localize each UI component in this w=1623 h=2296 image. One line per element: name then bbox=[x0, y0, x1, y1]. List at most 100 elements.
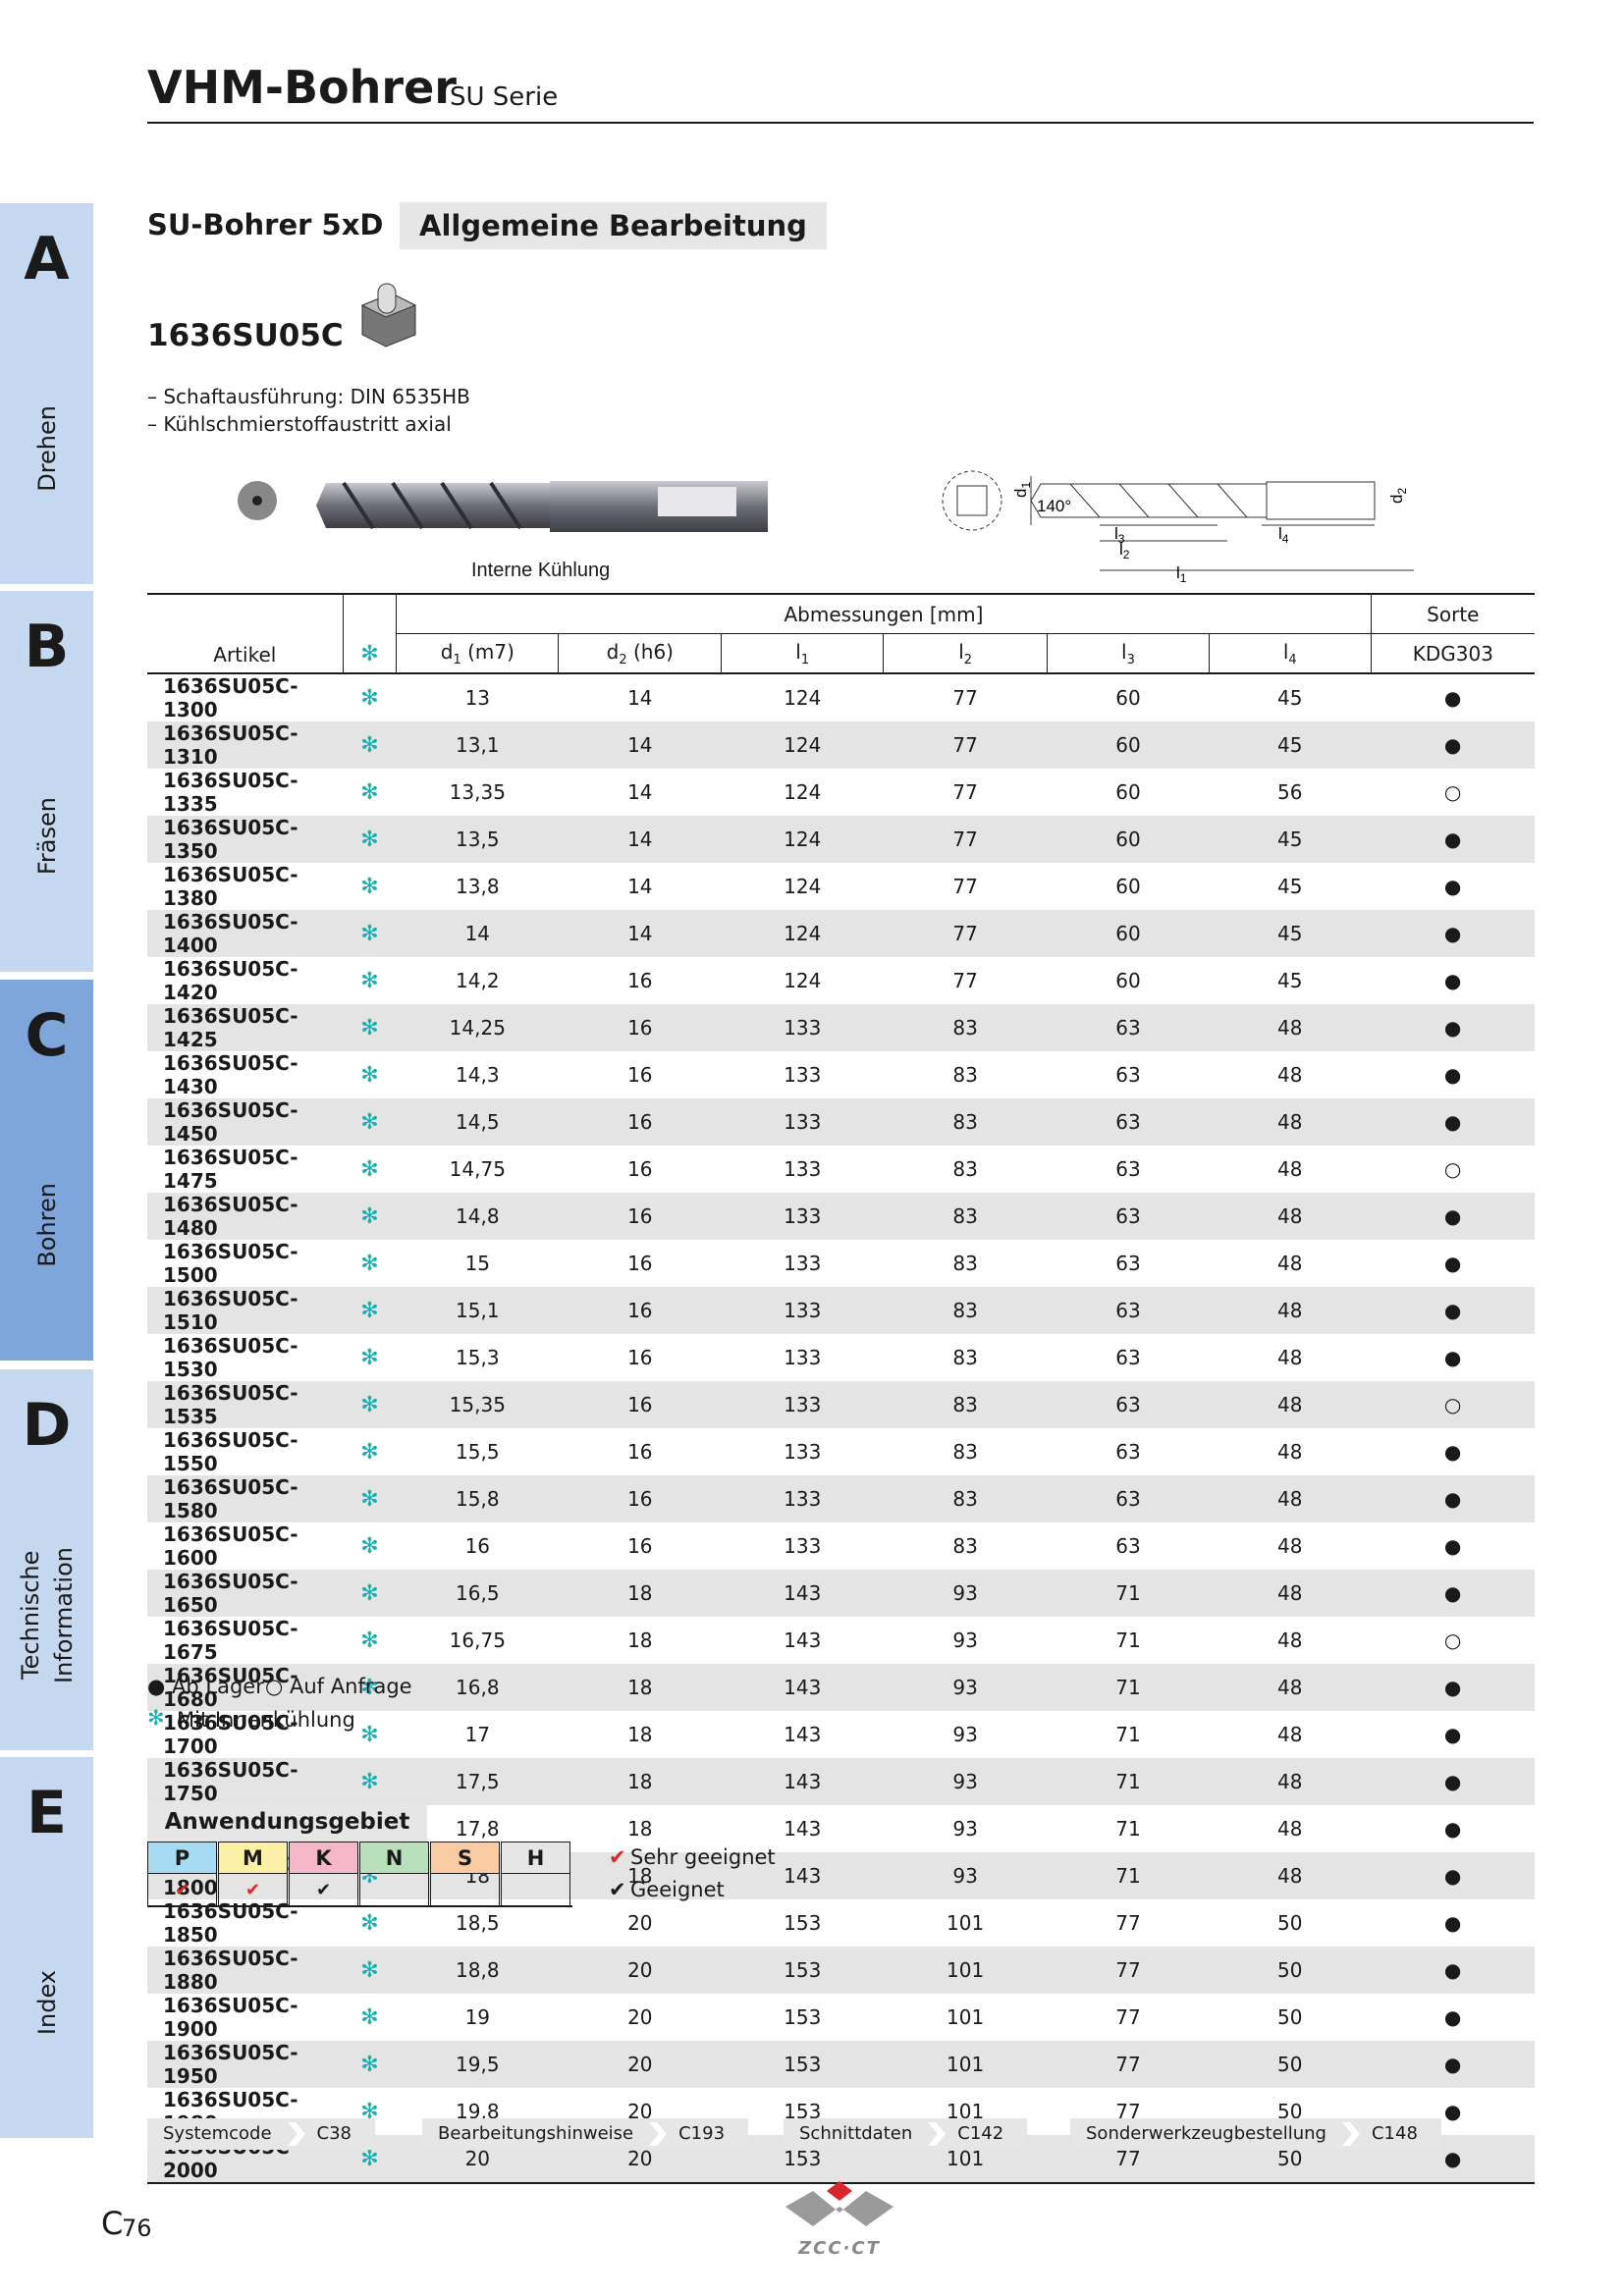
table-cell: 45 bbox=[1209, 721, 1372, 769]
title-rule bbox=[147, 122, 1534, 124]
table-cell: 15,3 bbox=[456, 1346, 500, 1369]
table-cell: 77 bbox=[883, 910, 1048, 957]
table-row: 1636SU05C-1400 ✻ 14 14 124 77 60 45 ● bbox=[147, 910, 1535, 957]
cross-reference[interactable]: Systemcode C38 bbox=[147, 2118, 376, 2150]
side-tab: D Technische Information bbox=[0, 1369, 93, 1750]
table-cell: 124 bbox=[784, 875, 822, 898]
cross-reference[interactable]: Schnittdaten C142 bbox=[784, 2118, 1028, 2150]
coolant-icon: ✻ bbox=[343, 1947, 397, 1994]
coolant-icon: ✻ bbox=[360, 1251, 379, 1276]
table-cell: 71 bbox=[1047, 1570, 1210, 1617]
table-cell: 133 bbox=[784, 1346, 822, 1369]
table-cell: 17,8 bbox=[456, 1817, 500, 1841]
coolant-icon: ✻ bbox=[343, 1381, 397, 1428]
article-cell: 1636SU05C-1550 bbox=[163, 1428, 298, 1475]
table-row: 1636SU05C-1500 ✻ 15 16 133 83 63 48 ● bbox=[147, 1240, 1535, 1287]
table-cell: 153 bbox=[784, 2005, 822, 2029]
drawing-label-text: 140° bbox=[1037, 497, 1071, 515]
table-cell: 83 bbox=[952, 1063, 978, 1087]
table-cell: 77 bbox=[952, 686, 978, 710]
table-cell: 16 bbox=[558, 1193, 722, 1240]
header-cell: l3 bbox=[1047, 633, 1210, 674]
article-cell: 1636SU05C-1700 bbox=[163, 1711, 298, 1758]
material-code: S bbox=[430, 1842, 500, 1874]
arrow-shape bbox=[287, 2122, 305, 2146]
table-cell: 16 bbox=[464, 1534, 491, 1558]
table-cell: 48 bbox=[1209, 1570, 1372, 1617]
table-row: 1636SU05C-1335 ✻ 13,35 14 124 77 60 56 ○ bbox=[147, 769, 1535, 816]
table-cell: 14 bbox=[627, 875, 653, 898]
coolant-icon: ✻ bbox=[360, 1910, 379, 1936]
drawing-label-sub: 2 bbox=[1395, 488, 1409, 495]
article-cell: 1636SU05C-1530 bbox=[163, 1334, 298, 1381]
article-cell: 1636SU05C-1900 bbox=[163, 1994, 298, 2041]
table-cell: 63 bbox=[1115, 1157, 1141, 1181]
article-cell: 1636SU05C-1300 bbox=[163, 674, 298, 721]
table-cell: 48 bbox=[1209, 1004, 1372, 1051]
tab-label-text: Drehen bbox=[30, 405, 64, 492]
reference-label: Bearbeitungshinweise bbox=[438, 2123, 634, 2144]
table-row: 1636SU05C-1550 ✻ 15,5 16 133 83 63 48 ● bbox=[147, 1428, 1535, 1475]
table-row: 1636SU05C-1425 ✻ 14,25 16 133 83 63 48 ● bbox=[147, 1004, 1535, 1051]
coolant-icon: ✻ bbox=[343, 816, 397, 863]
cross-reference[interactable]: Bearbeitungshinweise C193 bbox=[422, 2118, 749, 2150]
article-cell: 1636SU05C-1380 bbox=[163, 863, 298, 910]
drawing-label-text: d bbox=[1011, 489, 1030, 498]
table-cell: 77 bbox=[952, 780, 978, 804]
column-header-sub: 3 bbox=[1126, 652, 1135, 667]
table-cell: 13,1 bbox=[396, 721, 559, 769]
coolant-icon: ✻ bbox=[343, 1758, 397, 1805]
cross-reference[interactable]: Sonderwerkzeugbestellung C148 bbox=[1070, 2118, 1441, 2150]
tab-label: Technische Information bbox=[0, 1507, 93, 1723]
table-cell: 14,75 bbox=[449, 1157, 506, 1181]
tab-label: Bohren bbox=[0, 1117, 93, 1333]
table-cell: 48 bbox=[1277, 1629, 1303, 1652]
table-cell: 124 bbox=[721, 721, 884, 769]
tab-label: Drehen bbox=[0, 341, 93, 557]
table-cell: ● bbox=[1443, 686, 1462, 710]
table-cell: 83 bbox=[952, 1534, 978, 1558]
table-cell: ● bbox=[1371, 1193, 1535, 1240]
table-cell: 13,35 bbox=[449, 780, 506, 804]
table-cell: 63 bbox=[1047, 1004, 1210, 1051]
table-cell: 143 bbox=[784, 1629, 822, 1652]
table-cell: 77 bbox=[1047, 1947, 1210, 1994]
column-header: l bbox=[795, 639, 801, 664]
header-row: Artikel ✻ Abmessungen [mm] Sorte bbox=[147, 593, 1535, 674]
article-cell: 1636SU05C-1600 bbox=[163, 1522, 298, 1570]
table-row: 1636SU05C-1850 ✻ 18,5 20 153 101 77 50 ● bbox=[147, 1899, 1535, 1947]
table-cell: 153 bbox=[721, 2041, 884, 2088]
table-cell: ● bbox=[1443, 969, 1462, 992]
table-cell: 48 bbox=[1277, 1723, 1303, 1746]
table-cell: 60 bbox=[1115, 969, 1141, 992]
table-cell: 18 bbox=[627, 1629, 653, 1652]
table-cell: 133 bbox=[721, 1381, 884, 1428]
column-header: l bbox=[958, 639, 964, 664]
header-cell: l2 bbox=[883, 633, 1048, 674]
table-cell: 18 bbox=[558, 1758, 722, 1805]
reference-label: Sonderwerkzeugbestellung bbox=[1086, 2123, 1326, 2144]
table-cell: 48 bbox=[1209, 1852, 1372, 1899]
table-row: 1636SU05C-1580 ✻ 15,8 16 133 83 63 48 ● bbox=[147, 1475, 1535, 1522]
coolant-icon: ✻ bbox=[360, 685, 379, 711]
table-cell: 48 bbox=[1209, 1664, 1372, 1711]
column-header: Artikel bbox=[213, 643, 277, 667]
table-cell: 14,2 bbox=[456, 969, 500, 992]
table-cell: 13 bbox=[464, 686, 491, 710]
table-cell: 18,8 bbox=[396, 1947, 559, 1994]
arrow bbox=[649, 2122, 668, 2146]
drawing-label-text: d bbox=[1387, 495, 1406, 504]
table-cell: 14,3 bbox=[456, 1063, 500, 1087]
table-row: 1636SU05C-1510 ✻ 15,1 16 133 83 63 48 ● bbox=[147, 1287, 1535, 1334]
arrow bbox=[928, 2122, 947, 2146]
table-cell: ● bbox=[1443, 1440, 1462, 1464]
rule bbox=[147, 1905, 572, 1907]
material-code: N bbox=[359, 1842, 429, 1874]
table-cell: ● bbox=[1443, 1063, 1462, 1087]
table-cell: 13,8 bbox=[456, 875, 500, 898]
reference-page: C148 bbox=[1371, 2123, 1418, 2144]
table-cell: 63 bbox=[1047, 1098, 1210, 1146]
table-row: 1636SU05C-1300 ✻ 13 14 124 77 60 45 ● bbox=[147, 673, 1535, 721]
table-cell: 77 bbox=[1115, 1911, 1141, 1935]
table-cell: ● bbox=[1443, 1911, 1462, 1935]
